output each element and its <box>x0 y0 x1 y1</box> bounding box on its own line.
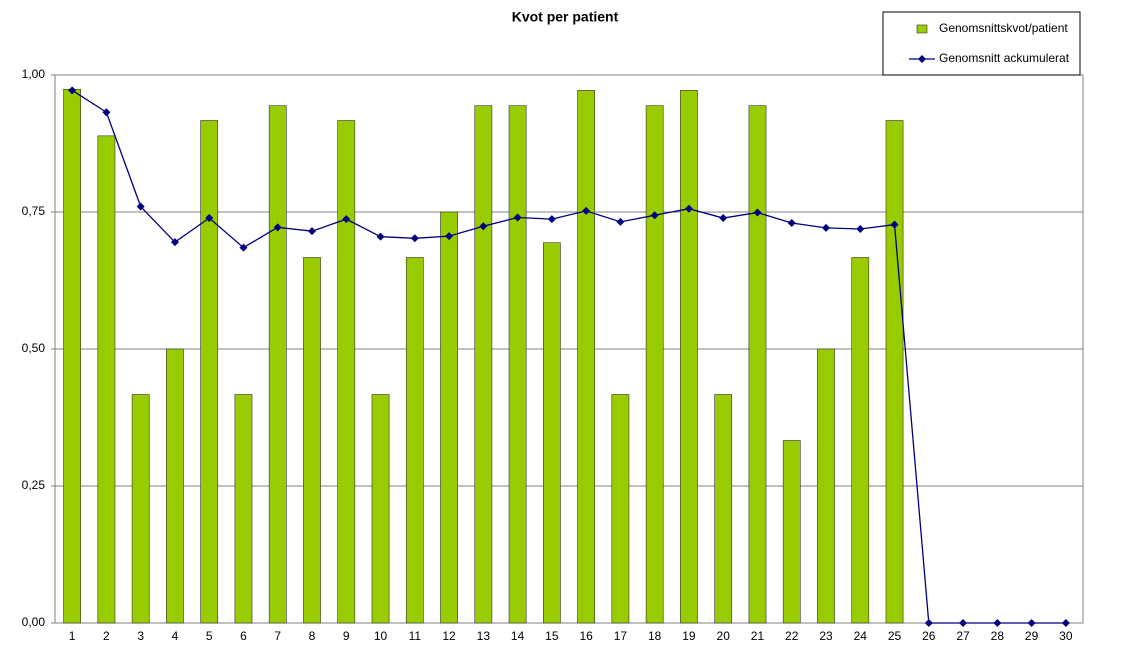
x-tick-label: 23 <box>819 629 833 643</box>
x-tick-label: 30 <box>1059 629 1073 643</box>
marker <box>616 217 625 226</box>
bar <box>371 394 390 624</box>
marker <box>719 214 728 223</box>
bar <box>405 257 424 624</box>
marker <box>547 215 556 224</box>
bar <box>508 105 527 624</box>
bar <box>303 257 321 624</box>
bar <box>748 105 767 624</box>
bar <box>131 394 150 624</box>
x-tick-label: 22 <box>785 629 799 643</box>
bar <box>714 394 733 624</box>
marker <box>856 224 865 233</box>
x-tick-label: 15 <box>545 629 559 643</box>
marker <box>342 215 351 224</box>
bar <box>97 135 116 624</box>
x-tick-label: 2 <box>103 629 110 643</box>
y-tick-label: 0,50 <box>22 341 46 355</box>
x-tick-label: 12 <box>442 629 456 643</box>
line <box>71 89 1066 624</box>
marker <box>376 232 385 241</box>
bar <box>611 394 630 624</box>
x-tick-label: 14 <box>511 629 525 643</box>
marker <box>205 214 214 223</box>
bar <box>577 90 595 624</box>
x-tick-label: 13 <box>477 629 491 643</box>
marker <box>959 619 968 627</box>
marker <box>890 220 899 229</box>
y-tick-label: 0,25 <box>22 478 46 492</box>
x-tick-label: 21 <box>751 629 765 643</box>
bar <box>440 211 458 624</box>
marker <box>753 208 762 217</box>
marker <box>582 206 591 215</box>
bar <box>885 120 904 624</box>
marker <box>684 204 693 213</box>
marker <box>136 202 145 211</box>
bar <box>337 120 356 624</box>
bar <box>542 242 561 624</box>
x-tick-label: 18 <box>648 629 662 643</box>
marker <box>68 86 77 95</box>
x-tick-label: 19 <box>682 629 696 643</box>
x-tick-label: 9 <box>343 629 350 643</box>
marker <box>822 223 830 232</box>
bar <box>782 440 801 624</box>
x-tick-label: 28 <box>991 629 1005 643</box>
x-tick-label: 1 <box>69 629 76 643</box>
bar <box>166 348 184 624</box>
marker <box>273 223 282 232</box>
marker <box>993 619 1002 627</box>
bar <box>680 90 698 624</box>
marker <box>1061 619 1070 627</box>
x-tick-label: 11 <box>409 629 422 643</box>
marker <box>787 218 796 227</box>
marker <box>239 243 248 252</box>
x-tick-label: 16 <box>579 629 593 643</box>
bar <box>474 105 493 624</box>
bar <box>200 120 219 624</box>
marker <box>308 227 316 236</box>
legend-label: Genomsnittskvot/patient <box>939 21 1068 35</box>
x-tick-label: 26 <box>922 629 936 643</box>
bar <box>63 88 81 624</box>
x-tick-label: 6 <box>240 629 247 643</box>
legend-swatch <box>918 55 926 63</box>
y-tick-label: 0,75 <box>22 204 46 218</box>
marker <box>513 213 522 222</box>
x-tick-label: 24 <box>854 629 868 643</box>
x-tick-label: 7 <box>274 629 281 643</box>
marker <box>410 234 419 243</box>
x-tick-label: 27 <box>956 629 970 643</box>
legend-label: Genomsnitt ackumulerat <box>939 51 1070 65</box>
x-tick-label: 5 <box>206 629 213 643</box>
marker <box>924 619 933 627</box>
legend-swatch <box>916 24 928 34</box>
chart-title: Kvot per patient <box>512 9 619 25</box>
x-tick-label: 20 <box>717 629 731 643</box>
bar <box>234 394 253 624</box>
legend-box <box>882 11 1081 76</box>
marker <box>479 222 488 231</box>
y-tick-label: 1,00 <box>22 67 46 81</box>
x-tick-label: 8 <box>309 629 316 643</box>
bar <box>817 348 835 624</box>
marker <box>102 108 111 117</box>
bar <box>645 105 664 624</box>
y-tick-label: 0,00 <box>22 615 46 629</box>
marker <box>650 211 659 220</box>
marker <box>170 238 179 247</box>
x-tick-label: 4 <box>172 629 179 643</box>
bar <box>268 105 287 624</box>
x-tick-label: 25 <box>888 629 902 643</box>
x-tick-label: 29 <box>1025 629 1039 643</box>
marker <box>1027 619 1036 627</box>
x-tick-label: 3 <box>137 629 144 643</box>
bar <box>851 257 870 624</box>
x-tick-label: 17 <box>614 629 628 643</box>
x-tick-label: 10 <box>374 629 388 643</box>
marker <box>445 232 454 241</box>
